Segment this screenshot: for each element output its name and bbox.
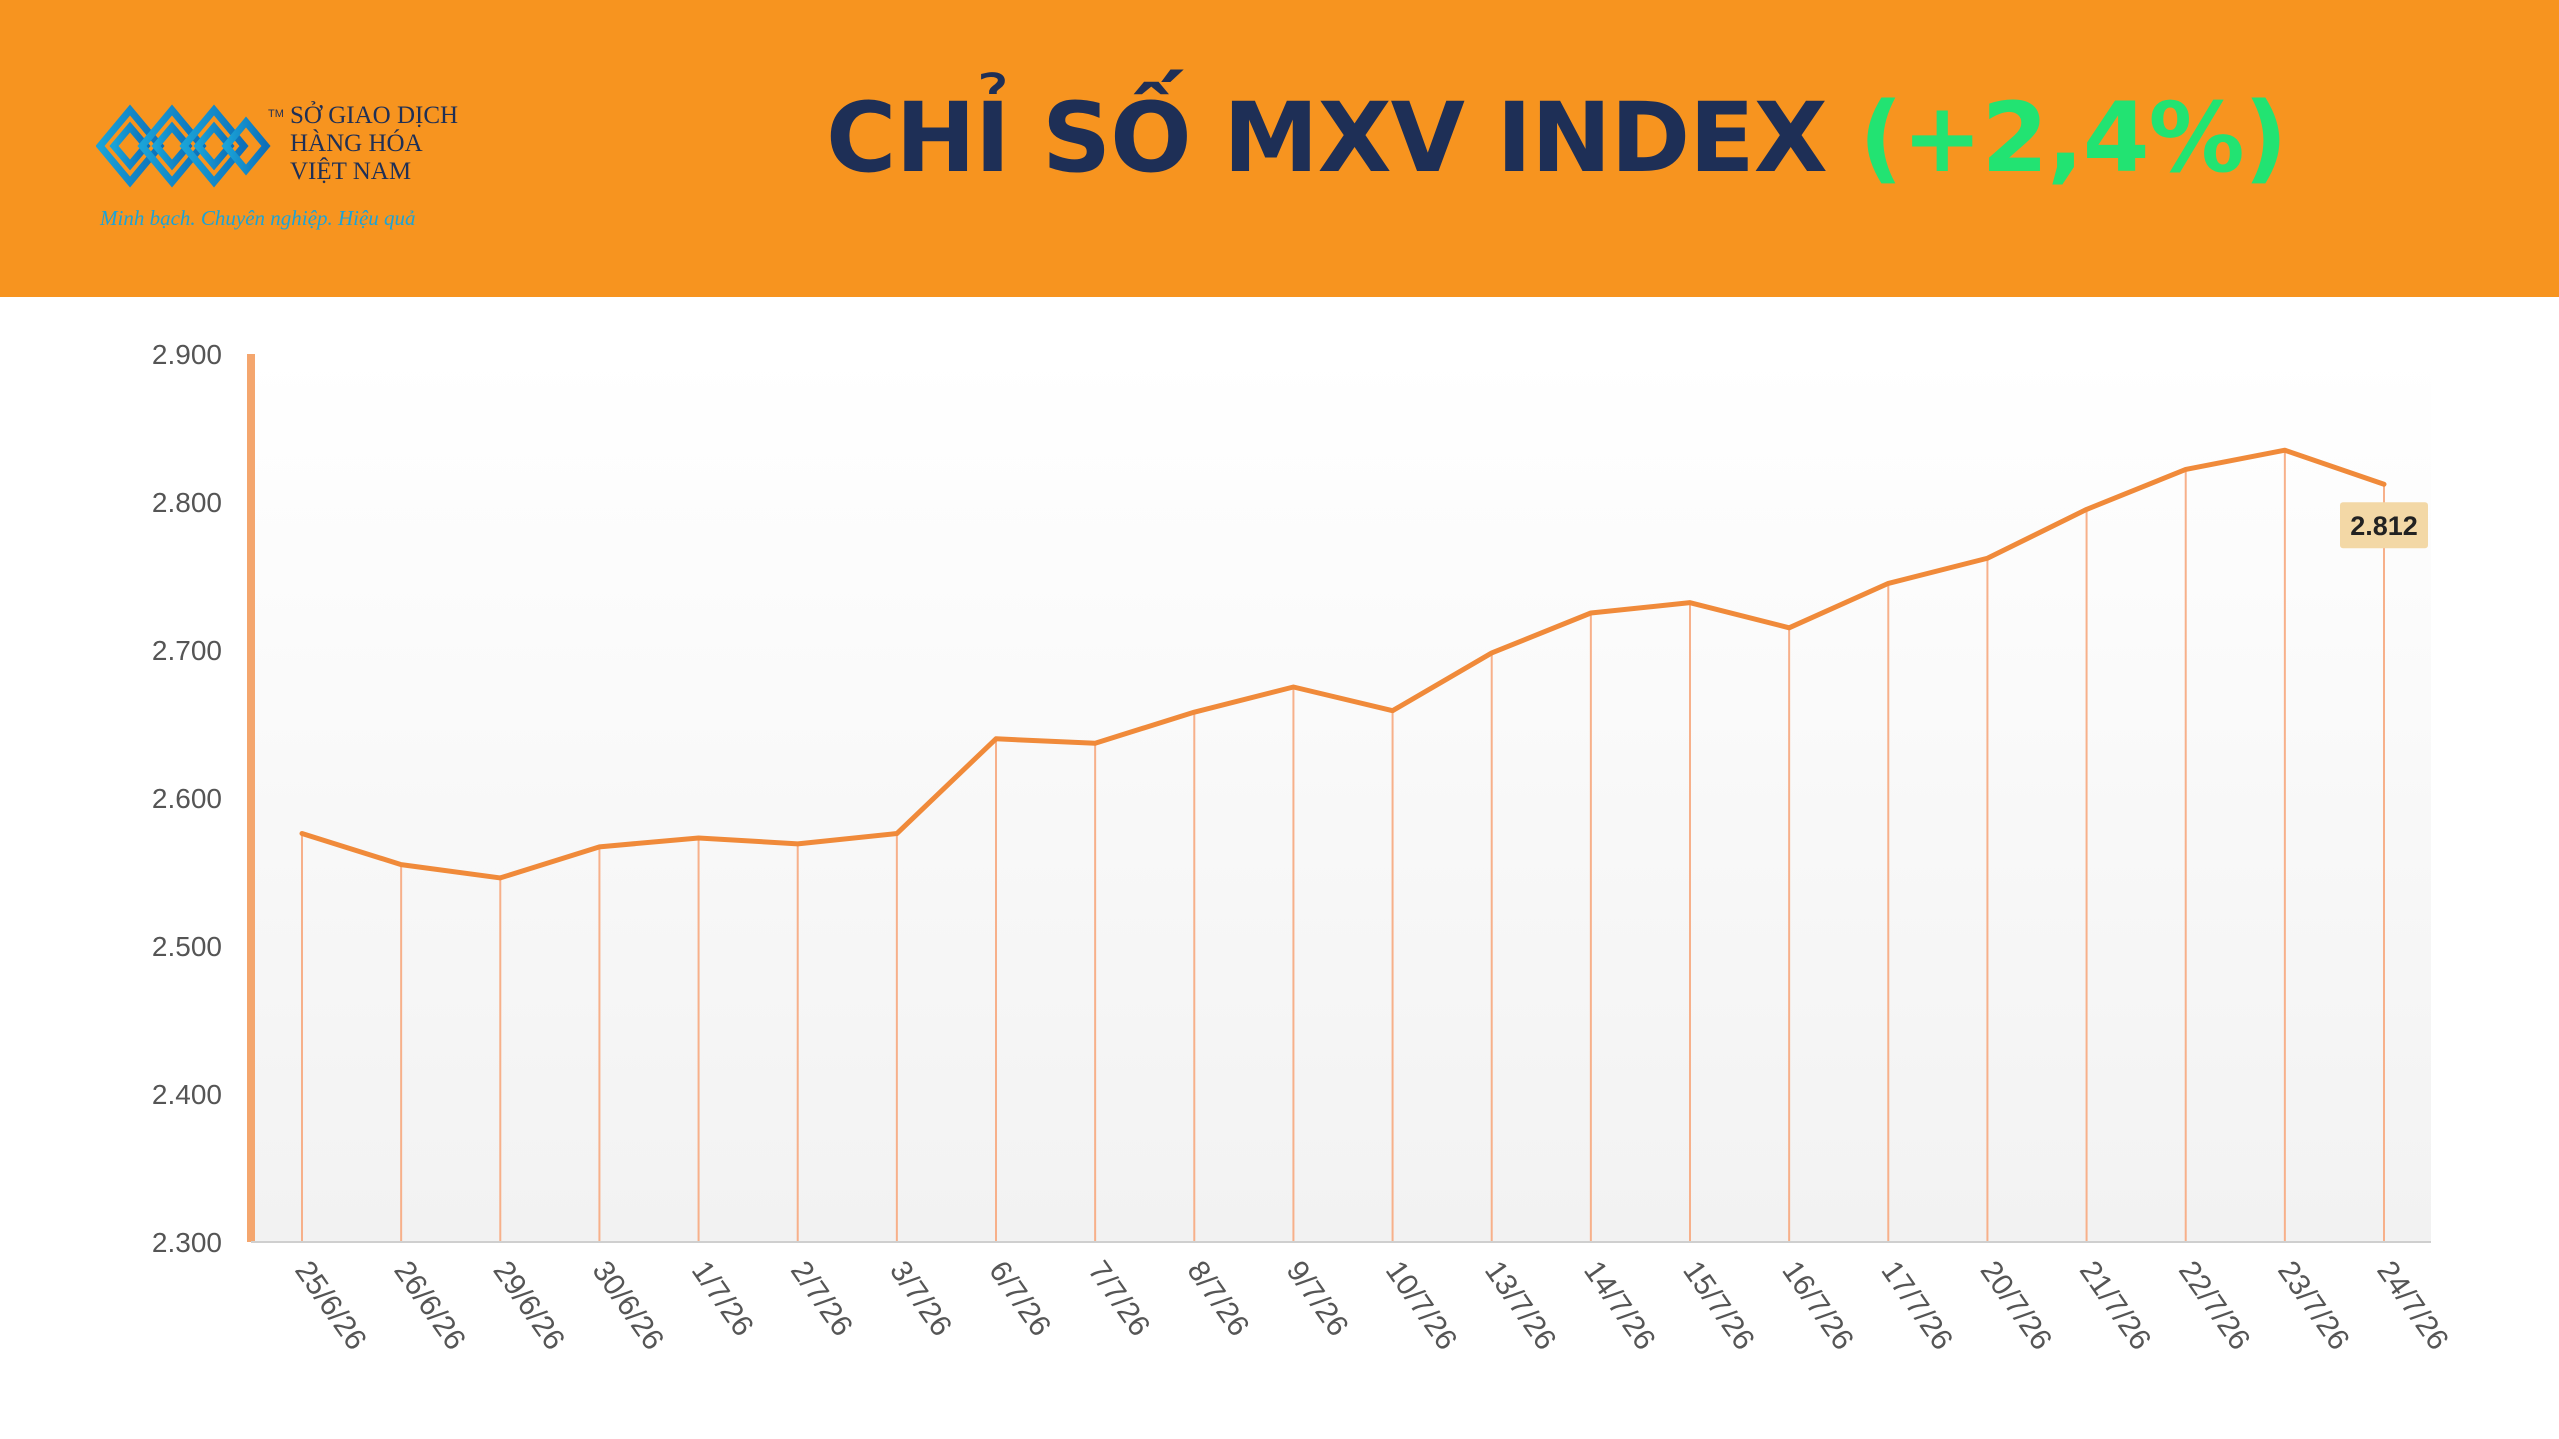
x-tick-label: 29/6/26 [487, 1255, 571, 1356]
chart-area: 2.300 2.400 2.500 2.600 2.700 2.800 2.900 25/6… [0, 297, 2559, 1439]
y-tick-label: 2.800 [152, 487, 222, 518]
y-tick-label: 2.900 [152, 339, 222, 370]
data-label: 2.812 [2350, 511, 2418, 541]
logo-line-2: HÀNG HÓA [290, 130, 423, 157]
logo: TM SỞ GIAO DỊCH HÀNG HÓA VIỆT NAM Minh b… [96, 98, 496, 248]
x-tick-label: 24/7/26 [2370, 1255, 2454, 1356]
x-tick-label: 15/7/26 [1676, 1255, 1760, 1356]
data-label-background [2340, 502, 2428, 549]
title-main: CHỈ SỐ MXV INDEX [826, 82, 1828, 194]
y-tick-label: 2.500 [152, 931, 222, 962]
x-tick-label: 10/7/26 [1379, 1255, 1463, 1356]
x-tick-label: 9/7/26 [1280, 1255, 1355, 1342]
x-tick-label: 6/7/26 [982, 1255, 1057, 1342]
x-tick-label: 23/7/26 [2271, 1255, 2355, 1356]
mxv-logo-icon [96, 104, 271, 188]
x-tick-label: 26/6/26 [387, 1255, 471, 1356]
logo-line-3: VIỆT NAM [290, 158, 412, 185]
x-tick-label: 17/7/26 [1875, 1255, 1959, 1356]
x-tick-label: 2/7/26 [784, 1255, 859, 1342]
x-tick-label: 30/6/26 [586, 1255, 670, 1356]
x-tick-label: 7/7/26 [1081, 1255, 1156, 1342]
y-tick-label: 2.600 [152, 783, 222, 814]
logo-wordmark: SỞ GIAO DỊCH HÀNG HÓA VIỆT NAM [290, 102, 458, 186]
logo-trademark: TM [268, 108, 284, 120]
x-tick-label: 8/7/26 [1181, 1255, 1256, 1342]
y-tick-label: 2.700 [152, 635, 222, 666]
x-tick-label: 14/7/26 [1577, 1255, 1661, 1356]
series-line [299, 447, 2387, 881]
x-tick-label: 3/7/26 [883, 1255, 958, 1342]
logo-line-1: SỞ GIAO DỊCH [290, 102, 459, 129]
title-change: (+2,4%) [1859, 82, 2287, 194]
x-tick-label: 1/7/26 [685, 1255, 760, 1342]
y-tick-label: 2.400 [152, 1079, 222, 1110]
logo-slogan: Minh bạch. Chuyên nghiệp. Hiệu quả [100, 206, 416, 230]
x-tick-label: 20/7/26 [1974, 1255, 2058, 1356]
x-tick-label: 13/7/26 [1478, 1255, 1562, 1356]
x-tick-label: 25/6/26 [288, 1255, 372, 1356]
page-title: CHỈ SỐ MXV INDEX (+2,4%) [826, 78, 2288, 198]
x-tick-label: 22/7/26 [2172, 1255, 2256, 1356]
x-tick-label: 21/7/26 [2073, 1255, 2157, 1356]
header-banner: TM SỞ GIAO DỊCH HÀNG HÓA VIỆT NAM Minh b… [0, 0, 2559, 297]
line-chart: 2.300 2.400 2.500 2.600 2.700 2.800 2.900 25/6… [152, 339, 2455, 1356]
x-tick-label: 16/7/26 [1775, 1255, 1859, 1356]
y-tick-label: 2.300 [152, 1227, 222, 1258]
plot-background [251, 354, 2431, 1242]
